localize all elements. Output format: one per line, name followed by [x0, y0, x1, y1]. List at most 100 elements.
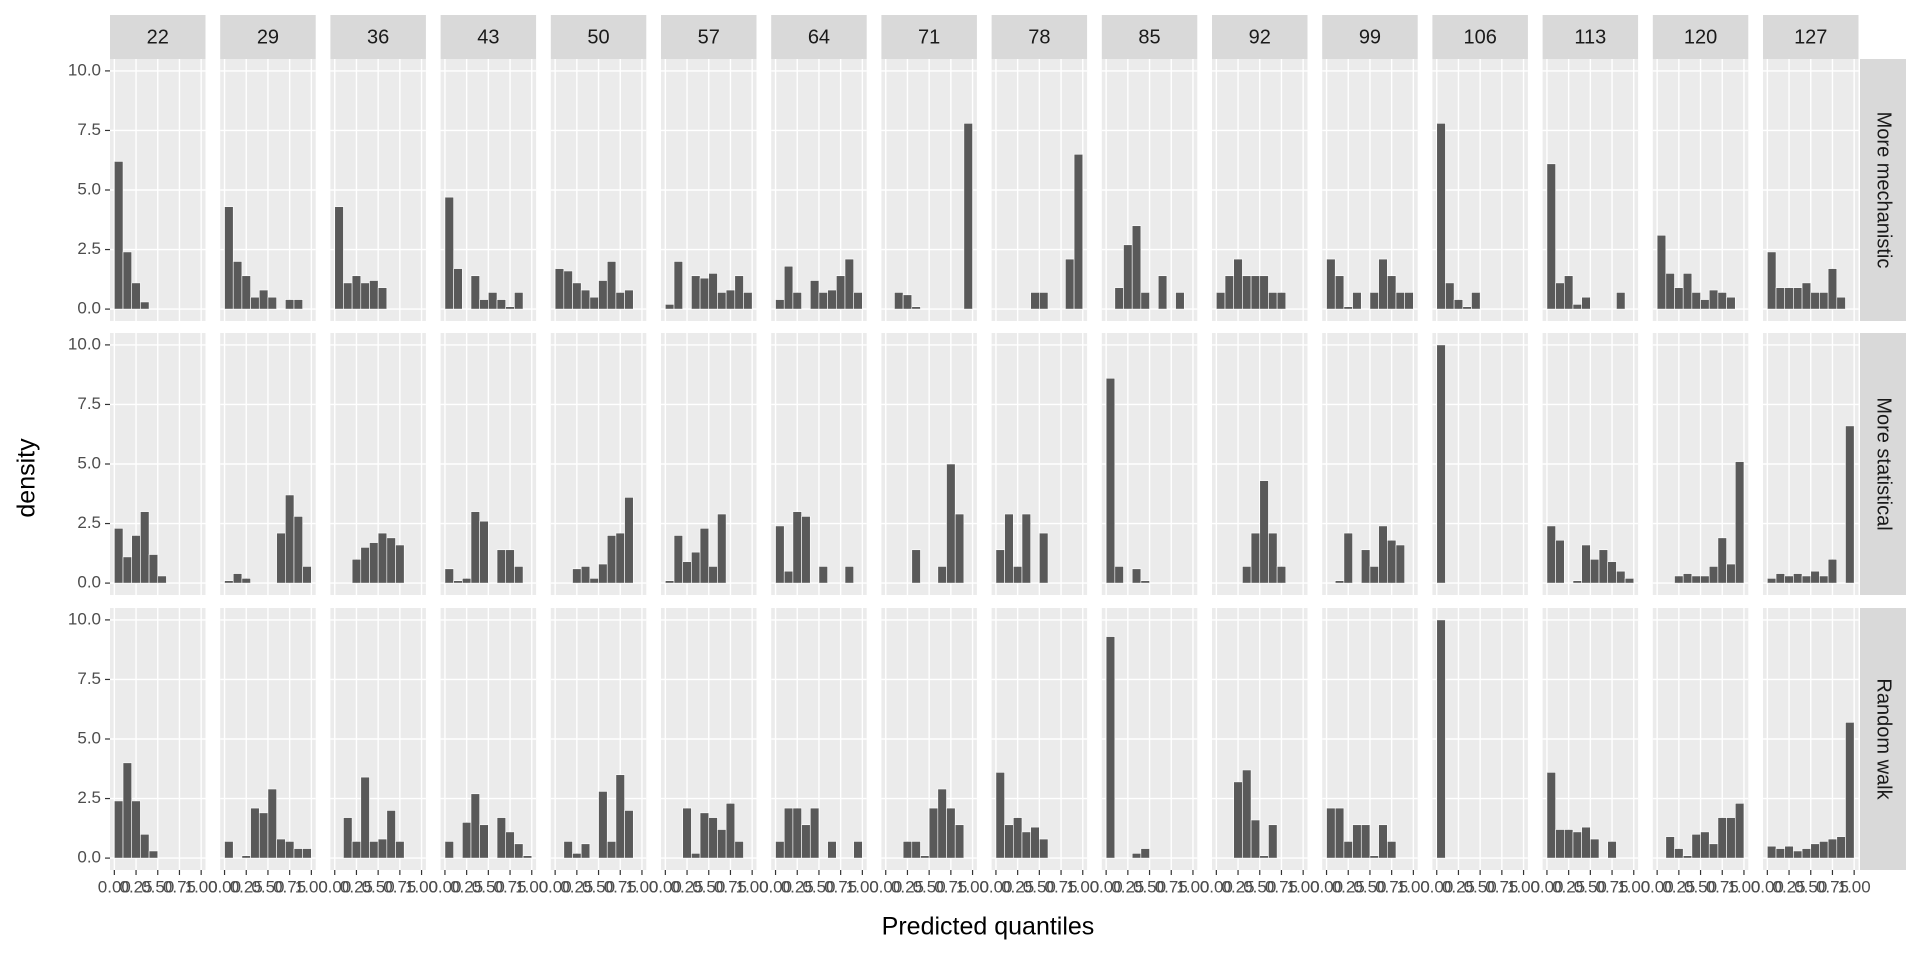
facet-column-label: 57 [698, 26, 720, 48]
facet-column-label: 64 [808, 26, 830, 48]
histogram-bar [250, 807, 260, 859]
histogram-bar [1555, 282, 1565, 310]
facet-strip [440, 15, 537, 59]
facet-column-label: 36 [367, 26, 389, 48]
histogram-bar [1734, 803, 1745, 859]
histogram-bar [946, 807, 956, 859]
histogram-bar [1140, 580, 1150, 584]
x-tick-label: 0.75 [1155, 877, 1188, 896]
histogram-bar [1404, 292, 1414, 310]
histogram-bar [496, 817, 507, 859]
histogram-bar [1700, 575, 1710, 584]
histogram-bar [911, 841, 921, 859]
histogram-bar [505, 306, 515, 310]
histogram-bar [911, 306, 921, 310]
histogram-bar [1242, 566, 1252, 584]
histogram-bar [224, 580, 234, 584]
histogram-bar [1607, 561, 1617, 584]
histogram-bar [624, 810, 634, 859]
histogram-bar [1581, 296, 1591, 310]
histogram-bar [1665, 273, 1675, 310]
histogram-bar [775, 525, 785, 584]
histogram-bar [1369, 292, 1379, 310]
facet-column-label: 127 [1794, 26, 1827, 48]
x-tick-label: 0.25 [450, 877, 483, 896]
x-tick-label: 1.00 [405, 877, 438, 896]
histogram-bar [911, 549, 921, 584]
histogram-bar [1105, 377, 1116, 584]
histogram-bar [1682, 855, 1693, 859]
histogram-bar [496, 549, 507, 584]
histogram-bar [1343, 841, 1353, 859]
facet-strip [1101, 15, 1198, 59]
histogram-bar [775, 841, 785, 859]
histogram-bar [1395, 292, 1405, 310]
histogram-bar [1021, 831, 1031, 859]
histogram-bar [1590, 558, 1600, 584]
histogram-bar [580, 566, 591, 584]
histogram-bar [598, 563, 608, 584]
histogram-bar [1352, 824, 1362, 859]
histogram-bar [1555, 539, 1565, 584]
facet-strip [110, 15, 206, 59]
histogram-bar [232, 573, 243, 584]
facet-column-label: 113 [1574, 26, 1606, 48]
x-tick-label: 1.00 [185, 877, 218, 896]
histogram-bar [937, 788, 947, 859]
x-tick-label: 0.75 [824, 877, 857, 896]
x-tick-label: 0.25 [1552, 877, 1585, 896]
histogram-bar [1453, 299, 1464, 310]
histogram-bar [699, 528, 710, 584]
histogram-bar [801, 824, 811, 859]
histogram-bar [1665, 836, 1675, 859]
histogram-bar [505, 831, 515, 859]
histogram-bar [1801, 848, 1812, 859]
x-tick-label: 0.75 [934, 877, 967, 896]
histogram-bar [708, 566, 718, 584]
facet-strip [771, 15, 867, 59]
histogram-bar [1793, 287, 1803, 310]
histogram-bar [1326, 258, 1336, 310]
histogram-bar [554, 268, 565, 310]
histogram-bar [1674, 287, 1684, 310]
y-tick-label: 2.5 [77, 239, 101, 258]
histogram-bar [351, 558, 362, 584]
histogram-bar [360, 282, 370, 310]
x-tick-label: 0.50 [1794, 877, 1827, 896]
x-tick-label: 0.00 [539, 877, 572, 896]
histogram-bar [1827, 838, 1838, 859]
histogram-bar [224, 841, 234, 859]
histogram-bar [1546, 163, 1556, 310]
histogram-bar [1726, 817, 1736, 859]
x-tick-label: 1.00 [1397, 877, 1430, 896]
histogram-bar [1682, 573, 1693, 584]
histogram-bar [351, 275, 362, 310]
histogram-bar [844, 258, 854, 310]
histogram-bar [334, 206, 344, 310]
histogram-bar [1819, 841, 1829, 859]
histogram-bar [377, 287, 388, 310]
facet-column-label: 106 [1463, 26, 1496, 48]
histogram-bar [1352, 292, 1362, 310]
histogram-bar [743, 292, 753, 310]
facet-column-label: 71 [918, 26, 940, 48]
histogram-bar [1564, 275, 1574, 310]
histogram-bar [1013, 566, 1023, 584]
histogram-bar [360, 776, 370, 859]
histogram-bar [995, 772, 1005, 859]
histogram-bar [1572, 831, 1582, 859]
histogram-bar [1726, 563, 1736, 584]
x-tick-label: 1.00 [1727, 877, 1760, 896]
histogram-bar [395, 841, 405, 859]
histogram-bar [1708, 289, 1719, 310]
x-tick-label: 0.75 [1375, 877, 1408, 896]
histogram-bar [572, 568, 582, 584]
histogram-bar [360, 547, 370, 584]
histogram-bar [734, 841, 744, 859]
x-tick-label: 0.25 [119, 877, 152, 896]
x-tick-label: 0.50 [1243, 877, 1276, 896]
histogram-bar [285, 494, 295, 584]
histogram-bar [1726, 296, 1736, 310]
histogram-bar [1326, 807, 1336, 859]
x-tick-label: 1.00 [515, 877, 548, 896]
